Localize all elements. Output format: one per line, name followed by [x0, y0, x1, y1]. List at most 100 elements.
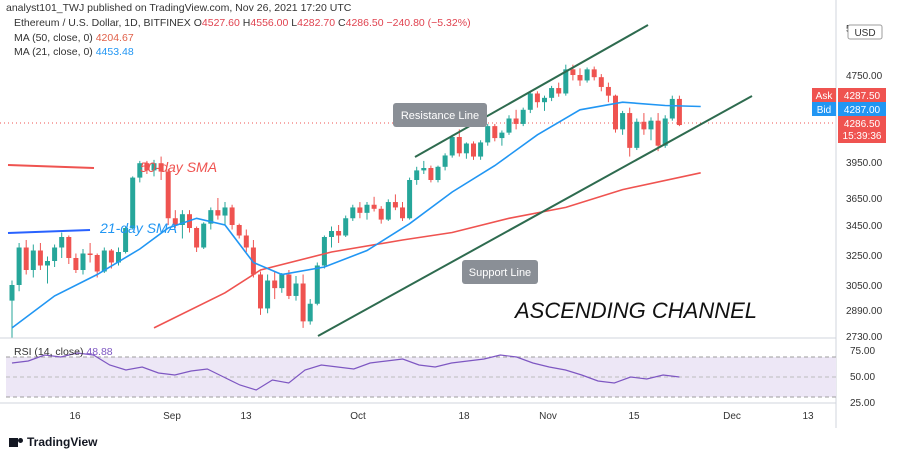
candle-body [648, 120, 654, 130]
change-value: −240.80 (−5.32%) [386, 17, 471, 29]
candle-body [378, 208, 384, 220]
candle-body [577, 75, 583, 81]
candles-group [9, 64, 682, 338]
close-value: 4286.50 [345, 17, 384, 29]
rsi-legend[interactable]: RSI (14, close) 48.88 [14, 346, 113, 358]
candle-body [130, 177, 136, 228]
candle-body [16, 247, 22, 285]
candle-body [37, 250, 43, 266]
time-tick: 13 [240, 411, 252, 422]
candle-body [527, 93, 533, 110]
candle-body [563, 69, 569, 94]
ma21-legend[interactable]: MA (21, close, 0) 4453.48 [14, 46, 134, 58]
resistance-channel-line [414, 24, 649, 158]
rsi-tick-25: 25.00 [850, 398, 875, 409]
candle-body [172, 218, 178, 225]
candle-body [449, 136, 455, 156]
candle-body [662, 118, 668, 146]
candle-body [350, 207, 356, 219]
candle-body [45, 261, 50, 266]
candle-body [87, 253, 93, 255]
candle-body [314, 265, 320, 304]
candle-body [435, 166, 441, 180]
support-callout-text: Support Line [469, 267, 531, 279]
candle-body [471, 143, 476, 157]
candle-body [371, 204, 377, 209]
candle-body [336, 231, 342, 236]
candle-body [321, 237, 327, 266]
publisher-line: analyst101_TWJ published on TradingView.… [6, 2, 352, 14]
candle-body [456, 136, 462, 154]
candle-body [243, 235, 249, 248]
candle-body [116, 252, 121, 263]
currency-box [847, 24, 883, 40]
ask-label: Ask [816, 91, 834, 102]
candle-body [392, 202, 398, 208]
ma50-series-line [153, 172, 701, 329]
candle-body [676, 98, 682, 126]
candle-body [179, 214, 185, 225]
candle-body [272, 280, 278, 289]
ask-price: 4287.50 [844, 91, 881, 102]
candle-body [605, 86, 611, 96]
support-callout [462, 260, 538, 284]
last-price: 4286.50 [844, 119, 881, 130]
time-tick: 15 [628, 411, 640, 422]
candle-body [329, 231, 334, 237]
candle-body [229, 207, 235, 225]
candle-body [73, 258, 79, 270]
candle-body [236, 225, 242, 236]
ma21-drawn-stub [7, 229, 91, 234]
time-tick: Nov [539, 411, 557, 422]
ma50-legend[interactable]: MA (50, close, 0) 4204.67 [14, 32, 134, 44]
price-tick-label: 3450.00 [846, 221, 883, 232]
candle-body [343, 218, 349, 236]
currency-label: USD [854, 28, 875, 39]
candle-body [201, 223, 207, 248]
candle-body [513, 118, 519, 124]
candle-body [165, 171, 171, 219]
ask-label-box [812, 88, 836, 102]
candle-body [485, 126, 491, 143]
time-tick: 18 [458, 411, 470, 422]
candle-body [364, 204, 370, 213]
candle-body [556, 88, 562, 94]
symbol-name[interactable]: Ethereum / U.S. Dollar, 1D, BITFINEX [14, 17, 191, 29]
low-value: 4282.70 [297, 17, 336, 29]
tradingview-brand[interactable]: TradingView [27, 435, 98, 449]
candle-body [407, 180, 413, 219]
candle-body [542, 97, 547, 103]
candle-body [108, 250, 114, 263]
candle-body [208, 210, 214, 224]
candle-body [584, 69, 590, 81]
ask-price-box [838, 88, 886, 102]
candle-body [279, 274, 285, 289]
price-tick-label: 4750.00 [846, 71, 883, 82]
price-tick-label: 3250.00 [846, 251, 883, 262]
price-tick-label: 3950.00 [846, 158, 883, 169]
ma21-value: 4453.48 [95, 46, 134, 58]
candle-body [215, 210, 221, 216]
time-tick: 16 [69, 411, 81, 422]
ma50-drawn-stub [7, 164, 95, 169]
candle-body [30, 250, 36, 270]
candle-body [478, 142, 484, 157]
candle-body [400, 207, 405, 219]
candle-body [627, 113, 633, 148]
resistance-callout-text: Resistance Line [401, 110, 479, 122]
price-tick-label: 2730.00 [846, 332, 883, 343]
symbol-legend: Ethereum / U.S. Dollar, 1D, BITFINEX O45… [14, 17, 471, 29]
candle-body [520, 109, 526, 124]
candle-body [499, 132, 505, 139]
price-axis: 5250.004750.003950.003650.003450.003250.… [846, 24, 883, 343]
rsi-tick-50: 50.00 [850, 372, 875, 383]
candle-body [442, 155, 448, 167]
time-tick: Oct [350, 411, 366, 422]
ma50-value: 4204.67 [95, 32, 134, 44]
candle-body [357, 207, 363, 213]
tradingview-logo-icon [9, 438, 23, 447]
ma21-series-line [11, 101, 701, 329]
time-tick: Dec [723, 411, 741, 422]
price-tick-label: 3050.00 [846, 281, 883, 292]
